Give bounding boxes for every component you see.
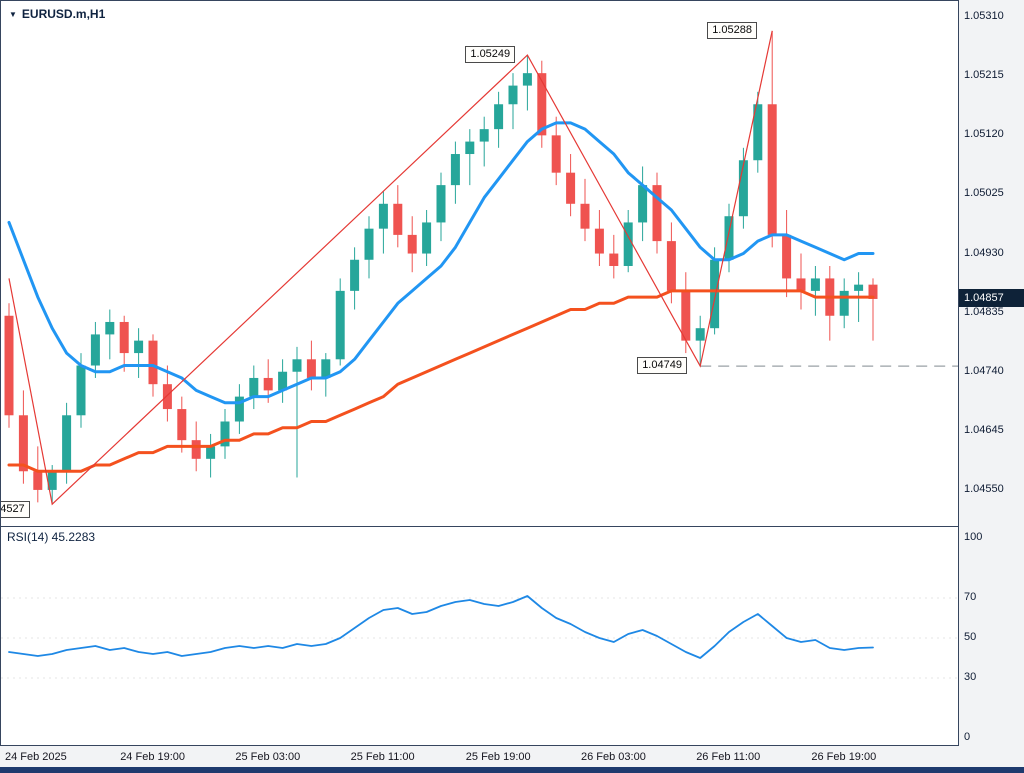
time-axis-label: 25 Feb 11:00 (350, 751, 415, 763)
time-axis-label: 25 Feb 19:00 (465, 751, 531, 763)
time-axis[interactable]: 24 Feb 2025 24 Feb 19:00 25 Feb 03:00 25 Fe… (0, 746, 1024, 767)
price-axis-tick: 1.05310 (964, 10, 1004, 23)
bottom-bar (0, 767, 1024, 773)
rsi-line-chart (1, 595, 958, 679)
time-axis-label: 25 Feb 03:00 (235, 751, 301, 763)
time-axis-label: 24 Feb 19:00 (120, 751, 186, 763)
time-axis-label: 26 Feb 03:00 (581, 751, 646, 763)
time-axis-label: 26 Feb 19:00 (811, 751, 877, 763)
price-axis-tick: 1.05120 (964, 128, 1004, 141)
zigzag-price-label: 1.05249 (465, 46, 516, 64)
zigzag-price-label: 4527 (1, 501, 30, 519)
symbol-label: ▼ EURUSD.m,H1 (9, 7, 105, 21)
price-axis-tick: 1.04740 (964, 364, 1004, 377)
price-axis-tick: 1.04550 (964, 482, 1004, 495)
price-axis-tick: 1.05025 (964, 187, 1004, 200)
symbol-timeframe-text: EURUSD.m,H1 (21, 7, 106, 21)
price-chart-pane[interactable]: ▼ EURUSD.m,H1 4527 1.05249 1.04749 1.05288 (0, 0, 959, 527)
zigzag-price-label: 1.04749 (637, 357, 687, 375)
chevron-down-icon[interactable]: ▼ (9, 9, 17, 19)
candlestick-chart (4, 30, 958, 506)
rsi-axis-tick: 70 (964, 591, 977, 603)
rsi-indicator-pane[interactable]: RSI(14) 45.2283 (0, 526, 959, 746)
rsi-axis-tick: 100 (964, 531, 983, 543)
time-axis-label: 26 Feb 11:00 (696, 751, 761, 763)
zigzag-price-label: 1.05288 (707, 21, 757, 39)
price-axis-tick: 1.04930 (964, 246, 1004, 259)
price-axis-tick: 1.04835 (964, 305, 1004, 318)
rsi-axis-tick: 50 (964, 631, 977, 643)
price-axis-tick: 1.05215 (964, 69, 1004, 82)
rsi-axis-tick: 0 (964, 731, 971, 743)
rsi-axis-tick: 30 (964, 671, 977, 683)
price-axis-tick: 1.04645 (964, 423, 1004, 436)
rsi-indicator-label: RSI(14) 45.2283 (7, 530, 96, 544)
current-price-badge: 1.04857 (959, 288, 1024, 307)
price-scale[interactable]: 1.04857 1.05310 1.05215 1.05120 1.05025 1.04… (959, 0, 1024, 746)
time-axis-label: 24 Feb 2025 (5, 751, 67, 763)
